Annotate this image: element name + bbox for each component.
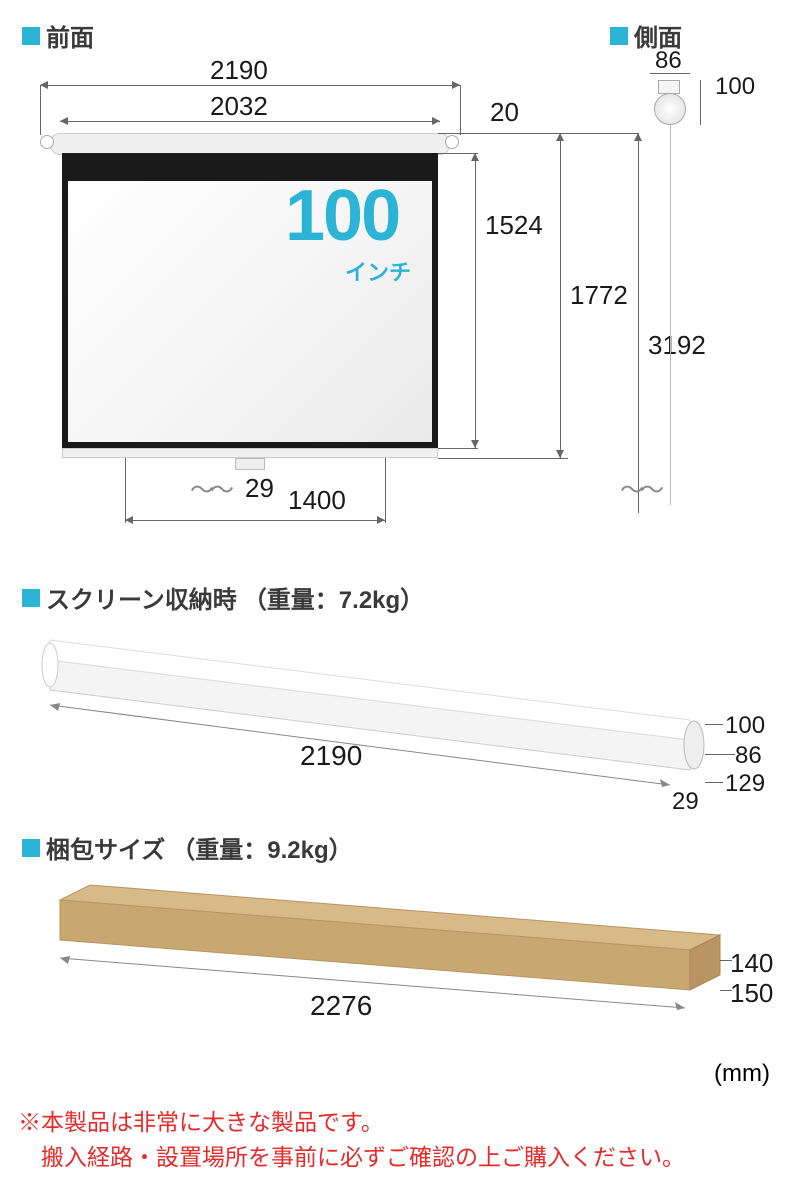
dim-package-len: 2276 — [310, 990, 372, 1022]
screen-size-number: 100 — [285, 175, 399, 257]
side-view-diagram: 86 100 — [640, 55, 790, 175]
header-stored: スクリーン収納時 （重量：7.2kg） — [22, 580, 424, 615]
header-package: 梱包サイズ （重量：9.2kg） — [22, 830, 353, 865]
marker-icon — [22, 839, 40, 857]
dim-gap-right: 20 — [490, 97, 519, 128]
dim-side-top-d: 100 — [715, 73, 755, 101]
marker-icon — [22, 27, 40, 45]
notice-line-1: ※本製品は非常に大きな製品です。 — [18, 1105, 685, 1140]
header-stored-weight: （重量：7.2kg） — [243, 580, 424, 615]
wave-icon: 〜〜 — [190, 470, 230, 505]
screen-case-top — [50, 133, 450, 155]
dim-stored-h4: 29 — [672, 788, 699, 816]
dim-stored-h2: 86 — [735, 742, 762, 770]
dim-stored-h1: 100 — [725, 712, 765, 740]
package-box-svg — [30, 870, 770, 1050]
dim-case-height: 1772 — [570, 280, 628, 311]
dim-outer-width: 2190 — [210, 55, 268, 86]
dim-stored-h3: 129 — [725, 770, 765, 798]
dim-side-top-w: 86 — [655, 47, 682, 75]
header-stored-label: スクリーン収納時 — [46, 580, 237, 615]
dim-bottom-width: 1400 — [288, 485, 346, 516]
header-package-weight: （重量：9.2kg） — [171, 830, 352, 865]
package-diagram: 2276 140 150 — [30, 870, 770, 1050]
screen-bottom-bar — [62, 448, 438, 458]
dim-full-height: 3192 — [648, 330, 706, 361]
header-front: 前面 — [22, 18, 94, 53]
stored-tube-svg — [30, 620, 770, 820]
header-package-label: 梱包サイズ — [46, 830, 165, 865]
dim-package-d: 150 — [730, 978, 773, 1009]
screen-size-unit: インチ — [345, 255, 411, 287]
header-front-label: 前面 — [46, 18, 94, 53]
dim-package-h: 140 — [730, 948, 773, 979]
marker-icon — [610, 27, 628, 45]
dim-screen-height: 1524 — [485, 210, 543, 241]
dim-inner-width: 2032 — [210, 91, 268, 122]
notice-text: ※本製品は非常に大きな製品です。 搬入経路・設置場所を事前に必ずご確認の上ご購入… — [18, 1105, 685, 1174]
front-view-diagram: 2190 2032 20 100 インチ 1524 1772 3192 29 1… — [30, 55, 590, 565]
wave-icon: 〜〜 — [620, 470, 660, 505]
dim-bar-height: 29 — [245, 473, 274, 504]
dim-stored-len: 2190 — [300, 740, 362, 772]
notice-line-2: 搬入経路・設置場所を事前に必ずご確認の上ご購入ください。 — [18, 1140, 685, 1175]
stored-diagram: 2190 100 86 129 29 — [30, 620, 770, 820]
marker-icon — [22, 589, 40, 607]
unit-label: (mm) — [714, 1060, 770, 1088]
